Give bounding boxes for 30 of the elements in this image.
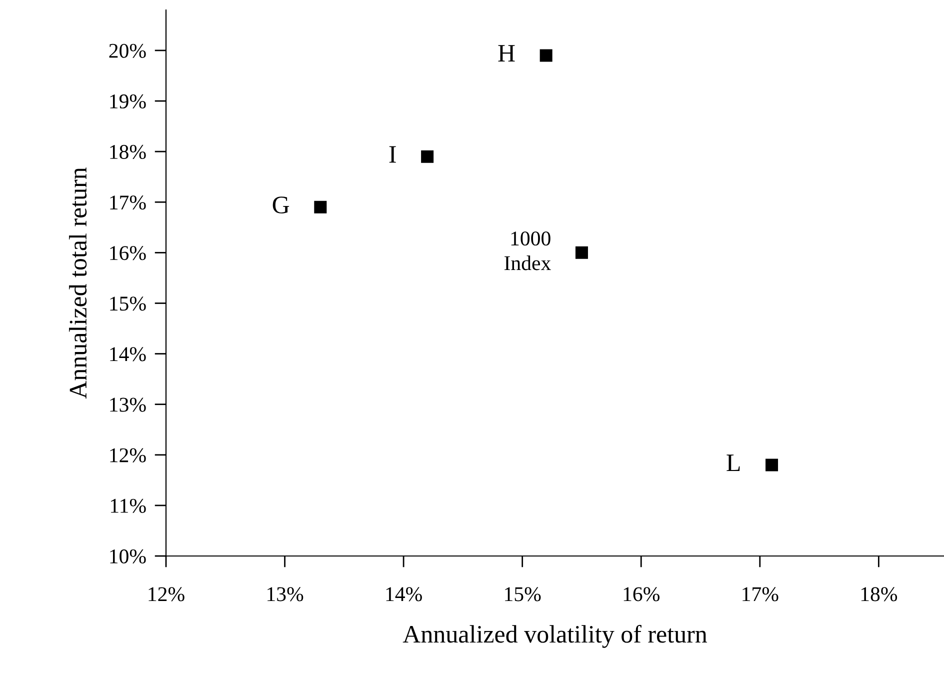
y-tick-label: 15%: [110, 296, 146, 311]
y-tick-label: 14%: [110, 347, 146, 362]
annotation: G: [272, 196, 290, 214]
x-axis-title: Annualized volatility of return: [402, 624, 708, 648]
x-tick-label: 17%: [742, 587, 778, 602]
x-tick-label: 16%: [624, 587, 660, 602]
y-tick-label: 16%: [110, 246, 146, 260]
x-tick-label: 12%: [148, 587, 184, 602]
y-tick-label: 11%: [110, 498, 146, 513]
y-tick-label: 12%: [110, 448, 146, 462]
point: [766, 458, 778, 472]
x-tick-label: 13%: [268, 587, 304, 602]
y-tick-label: 10%: [110, 549, 146, 564]
y-tick-label: 19%: [110, 94, 146, 108]
point: [540, 49, 552, 62]
point: [575, 246, 588, 259]
y-tick-label: 20%: [109, 44, 146, 58]
y-tick-label: 17%: [110, 195, 146, 210]
annotation: L: [726, 454, 740, 472]
annotation: 1000 Index: [504, 231, 551, 270]
y-axis-title: Annualized total return: [69, 167, 87, 399]
x-tick-label: 18%: [861, 587, 898, 602]
annotation: I: [389, 146, 396, 163]
x-tick-label: 15%: [505, 587, 541, 602]
y-tick-label: 13%: [110, 398, 146, 412]
point: [314, 200, 327, 214]
annotation: H: [498, 45, 515, 62]
y-tick-label: 18%: [110, 144, 146, 160]
point: [421, 150, 434, 163]
x-tick-label: 14%: [386, 587, 422, 602]
